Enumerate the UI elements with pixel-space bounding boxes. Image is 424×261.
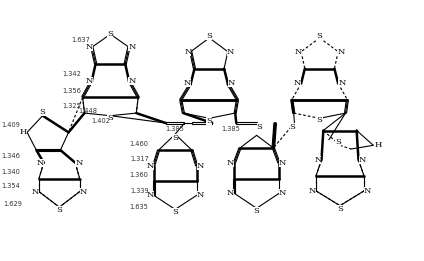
Text: S: S <box>335 138 341 146</box>
Text: S: S <box>290 123 296 131</box>
Text: 1.356: 1.356 <box>62 87 81 93</box>
Text: N: N <box>228 79 235 87</box>
Text: 1.360: 1.360 <box>130 172 148 178</box>
Text: S: S <box>107 114 113 122</box>
Text: N: N <box>197 162 204 170</box>
Text: S: S <box>107 30 113 38</box>
Text: S: S <box>206 117 212 125</box>
Text: N: N <box>128 43 136 51</box>
Text: N: N <box>75 159 83 167</box>
Text: N: N <box>183 79 191 87</box>
Text: 1.340: 1.340 <box>2 169 20 175</box>
Text: N: N <box>85 76 92 85</box>
Text: 1.354: 1.354 <box>2 183 20 189</box>
Text: N: N <box>279 159 286 167</box>
Text: H: H <box>20 128 27 136</box>
Text: S: S <box>257 123 262 131</box>
Text: 1.346: 1.346 <box>2 153 20 159</box>
Text: S: S <box>39 108 45 116</box>
Text: N: N <box>128 76 136 85</box>
Text: N: N <box>294 79 301 87</box>
Text: N: N <box>197 191 204 199</box>
Text: N: N <box>31 188 39 195</box>
Text: S: S <box>56 206 62 214</box>
Text: N: N <box>359 156 366 164</box>
Text: 1.385: 1.385 <box>166 126 184 132</box>
Text: 1.409: 1.409 <box>2 122 20 128</box>
Text: 1.317: 1.317 <box>130 156 148 162</box>
Text: N: N <box>227 189 234 198</box>
Text: N: N <box>146 162 154 170</box>
Text: N: N <box>338 48 345 56</box>
Text: 1.385: 1.385 <box>221 126 240 132</box>
Text: N: N <box>294 48 302 56</box>
Text: S: S <box>172 134 178 142</box>
Text: 1.402: 1.402 <box>92 117 110 123</box>
Text: H: H <box>374 141 382 149</box>
Text: N: N <box>184 48 192 56</box>
Text: N: N <box>364 187 371 195</box>
Text: 1.448: 1.448 <box>78 108 98 114</box>
Text: S: S <box>337 205 343 213</box>
Text: 1.339: 1.339 <box>130 188 148 194</box>
Text: S: S <box>317 32 323 40</box>
Text: N: N <box>85 43 92 51</box>
Text: 1.635: 1.635 <box>130 204 148 210</box>
Text: S: S <box>172 208 178 216</box>
Text: S: S <box>254 207 259 215</box>
Text: N: N <box>227 159 234 167</box>
Text: 1.629: 1.629 <box>4 201 22 207</box>
Text: N: N <box>338 79 346 87</box>
Text: S: S <box>317 116 323 124</box>
Text: N: N <box>309 187 316 195</box>
Text: 1.637: 1.637 <box>71 37 90 43</box>
Text: 1.342: 1.342 <box>62 71 81 77</box>
Text: S: S <box>206 32 212 40</box>
Text: N: N <box>146 191 154 199</box>
Text: N: N <box>314 156 321 164</box>
Text: N: N <box>80 188 87 195</box>
Text: N: N <box>279 189 286 198</box>
Text: 1.460: 1.460 <box>130 141 148 147</box>
Text: N: N <box>227 48 234 56</box>
Text: N: N <box>36 159 44 167</box>
Text: 1.325: 1.325 <box>62 103 81 109</box>
